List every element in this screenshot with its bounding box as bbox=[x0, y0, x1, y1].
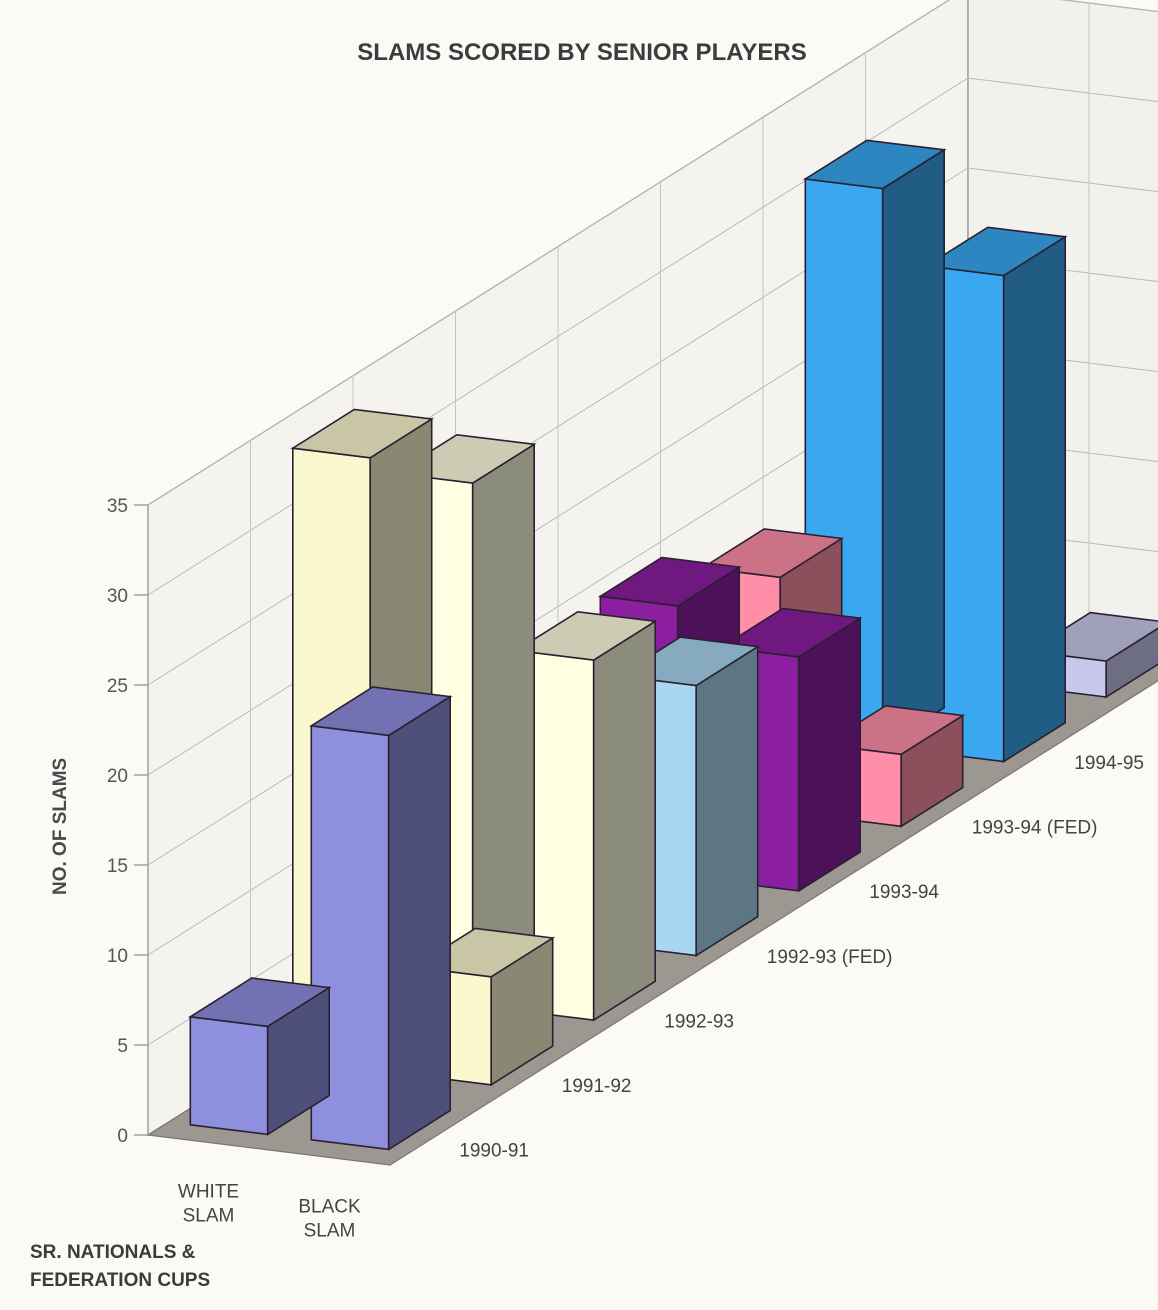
x-axis-label-line-1: SR. NATIONALS & bbox=[30, 1242, 196, 1263]
depth-label: 1990-91 bbox=[459, 1141, 529, 1162]
y-tick-label: 5 bbox=[117, 1036, 128, 1057]
bar-top bbox=[513, 610, 658, 661]
bar-1992-93-black-slam bbox=[513, 610, 658, 1022]
bar-side bbox=[1105, 627, 1158, 699]
y-tick-label: 25 bbox=[107, 676, 128, 697]
y-tick-label: 20 bbox=[107, 766, 128, 787]
depth-label: 1991-92 bbox=[562, 1076, 632, 1097]
bar-top bbox=[290, 408, 435, 459]
bar-1994-95-black-slam bbox=[923, 226, 1068, 764]
y-tick-label: 0 bbox=[117, 1126, 128, 1147]
x-axis-label: SR. NATIONALS & FEDERATION CUPS bbox=[30, 1242, 210, 1291]
chart-title: SLAMS SCORED BY SENIOR PLAYERS bbox=[357, 39, 806, 66]
y-tick-label: 15 bbox=[107, 856, 128, 877]
category-label: BLACK SLAM bbox=[298, 1197, 361, 1242]
bar-side bbox=[471, 442, 536, 1007]
depth-label: 1992-93 bbox=[664, 1011, 734, 1032]
bar-top bbox=[308, 686, 453, 737]
depth-axis-labels: 1990-91 1991-92 1992-93 1992-93 (FED) 1993-9… bbox=[459, 753, 1144, 1162]
bar-side bbox=[1002, 235, 1066, 764]
category-axis-labels: WHITE SLAM BLACK SLAM bbox=[178, 1182, 361, 1242]
bar-top bbox=[187, 977, 332, 1028]
y-axis-ticks: 0 5 10 15 20 25 30 35 bbox=[107, 496, 148, 1147]
y-tick-label: 10 bbox=[107, 946, 128, 967]
bar-top bbox=[923, 226, 1068, 277]
depth-label: 1994-95 bbox=[1074, 753, 1144, 774]
bar-side bbox=[881, 148, 946, 749]
bar-top bbox=[700, 528, 845, 579]
category-label-line: WHITE bbox=[178, 1182, 239, 1203]
depth-label: 1993-94 bbox=[869, 882, 939, 903]
category-label-line: SLAM bbox=[304, 1221, 356, 1242]
bar-top bbox=[802, 139, 947, 190]
category-label: WHITE SLAM bbox=[178, 1182, 239, 1227]
gridline-35 bbox=[147, 0, 1158, 506]
bar-side bbox=[797, 616, 862, 893]
bar-side bbox=[592, 619, 657, 1022]
bar-side bbox=[387, 695, 452, 1151]
bar-top bbox=[597, 556, 742, 607]
depth-label: 1993-94 (FED) bbox=[972, 818, 1098, 839]
x-axis-label-line-2: FEDERATION CUPS bbox=[30, 1270, 210, 1291]
y-tick-label: 30 bbox=[107, 586, 128, 607]
y-tick-label: 35 bbox=[107, 496, 128, 517]
bar-top bbox=[718, 607, 863, 658]
category-label-line: BLACK bbox=[298, 1197, 361, 1218]
bar-front bbox=[189, 1015, 269, 1136]
category-label-line: SLAM bbox=[183, 1206, 235, 1227]
bar-side bbox=[695, 645, 759, 957]
bar-1990-91-black-slam bbox=[308, 686, 453, 1151]
y-axis-label: NO. OF SLAMS bbox=[50, 758, 71, 895]
chart-bars bbox=[187, 139, 1158, 1151]
bar-1990-91-white-slam bbox=[187, 977, 332, 1136]
depth-label: 1992-93 (FED) bbox=[767, 947, 893, 968]
